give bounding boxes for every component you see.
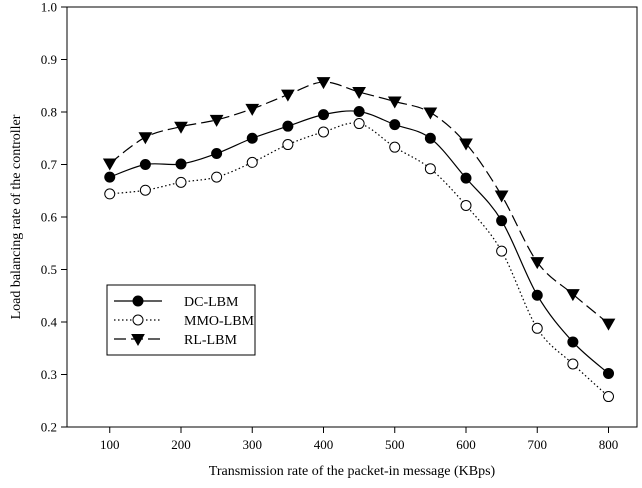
data-point-rl-lbm (174, 121, 188, 134)
data-point-rl-lbm (566, 289, 580, 302)
series-layer (102, 77, 616, 403)
legend-marker (132, 314, 144, 326)
data-point-mmo-lbm (175, 176, 187, 188)
y-axis-ticks: 0.2 0.3 0.4 0.5 0.6 0.7 0.8 0.9 1.0 (41, 0, 67, 435)
x-tick-label: 700 (528, 437, 548, 452)
data-point-dc-lbm (104, 171, 116, 183)
data-point-dc-lbm (496, 215, 508, 227)
series-line-mmo-lbm (109, 122, 609, 397)
legend-marker (131, 334, 145, 347)
data-point-mmo-lbm (531, 322, 543, 334)
y-tick-label: 1.0 (41, 0, 57, 15)
data-point-rl-lbm (387, 96, 402, 109)
data-point-dc-lbm (567, 336, 579, 348)
series-dc-lbm (104, 105, 614, 379)
legend-items: DC-LBM MMO-LBM RL-LBM (114, 295, 255, 348)
data-point-rl-lbm (102, 158, 117, 171)
plot-frame (66, 6, 638, 428)
legend-label: DC-LBM (184, 295, 239, 310)
data-point-mmo-lbm (282, 139, 294, 151)
legend-label: RL-LBM (184, 333, 237, 348)
x-tick-label: 800 (599, 437, 619, 452)
y-tick-label: 0.5 (41, 262, 57, 277)
series-mmo-lbm (104, 118, 614, 403)
data-point-dc-lbm (318, 109, 329, 121)
data-point-rl-lbm (138, 132, 153, 145)
data-point-dc-lbm (603, 367, 614, 379)
legend-marker (132, 295, 144, 307)
data-point-rl-lbm (423, 107, 438, 120)
series-line-rl-lbm (109, 81, 609, 325)
data-point-mmo-lbm (139, 184, 151, 196)
data-point-dc-lbm (424, 132, 436, 144)
data-point-rl-lbm (245, 103, 260, 116)
y-tick-label: 0.7 (41, 157, 58, 172)
data-point-mmo-lbm (496, 245, 508, 257)
data-point-mmo-lbm (460, 199, 472, 211)
legend-item-mmo-lbm: MMO-LBM (114, 314, 255, 329)
data-point-dc-lbm (353, 105, 365, 117)
y-tick-label: 0.8 (41, 105, 57, 120)
x-tick-label: 600 (456, 437, 476, 452)
data-point-rl-lbm (494, 190, 509, 203)
series-rl-lbm (102, 77, 616, 331)
data-point-dc-lbm (175, 158, 187, 170)
data-point-dc-lbm (282, 120, 294, 132)
data-point-dc-lbm (139, 159, 151, 170)
data-point-mmo-lbm (567, 358, 579, 370)
y-tick-label: 0.9 (41, 52, 57, 67)
data-point-mmo-lbm (318, 126, 329, 138)
data-point-mmo-lbm (353, 118, 365, 130)
x-axis-label: Transmission rate of the packet-in messa… (209, 464, 496, 479)
data-point-rl-lbm (601, 318, 616, 331)
y-tick-label: 0.2 (41, 420, 57, 435)
data-point-mmo-lbm (389, 141, 401, 153)
data-point-dc-lbm (389, 119, 401, 131)
data-point-rl-lbm (316, 77, 331, 90)
data-point-rl-lbm (530, 257, 545, 270)
x-tick-label: 100 (100, 437, 120, 452)
legend-label: MMO-LBM (184, 314, 255, 329)
legend: DC-LBM MMO-LBM RL-LBM (106, 284, 256, 356)
data-point-rl-lbm (209, 114, 224, 127)
x-tick-label: 500 (385, 437, 405, 452)
legend-box (106, 284, 256, 356)
data-point-rl-lbm (352, 87, 366, 100)
x-axis-ticks: 100 200 300 400 500 600 700 800 (100, 427, 618, 452)
y-tick-label: 0.3 (41, 367, 57, 382)
data-point-dc-lbm (211, 147, 223, 159)
x-tick-label: 300 (243, 437, 263, 452)
data-point-mmo-lbm (424, 163, 436, 175)
data-point-mmo-lbm (246, 156, 258, 168)
data-point-dc-lbm (531, 289, 543, 301)
x-tick-label: 200 (171, 437, 191, 452)
data-point-dc-lbm (460, 172, 472, 184)
legend-item-dc-lbm: DC-LBM (114, 295, 239, 310)
data-point-mmo-lbm (104, 188, 116, 200)
legend-item-rl-lbm: RL-LBM (114, 333, 237, 348)
data-point-rl-lbm (281, 89, 295, 102)
data-point-dc-lbm (246, 132, 258, 144)
y-axis-label: Load balancing rate of the controller (9, 114, 24, 319)
data-point-mmo-lbm (211, 171, 223, 183)
x-tick-label: 400 (314, 437, 334, 452)
data-point-mmo-lbm (603, 391, 614, 403)
y-tick-label: 0.4 (41, 315, 58, 330)
data-point-rl-lbm (459, 138, 473, 151)
y-tick-label: 0.6 (41, 210, 58, 225)
